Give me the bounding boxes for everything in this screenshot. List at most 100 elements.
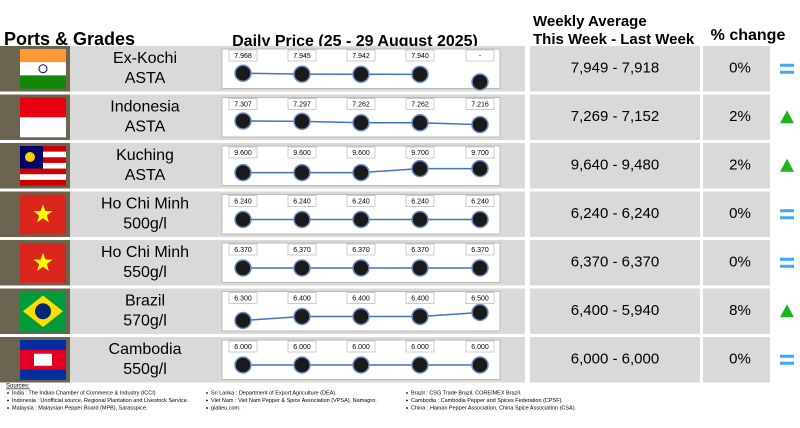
flag-stripe bbox=[20, 174, 66, 181]
trend-flat bbox=[780, 257, 794, 261]
weekly-header: Weekly Average bbox=[533, 13, 647, 30]
price-dot bbox=[234, 64, 252, 82]
price-label: 6.400 bbox=[352, 295, 370, 302]
price-label: 6.370 bbox=[411, 247, 429, 254]
weekly-average: 6,000 - 6,000 bbox=[571, 351, 659, 368]
price-dot bbox=[352, 163, 370, 182]
weekly-average: 6,370 - 6,370 bbox=[571, 254, 659, 271]
weekly-average: 7,949 - 7,918 bbox=[571, 60, 659, 77]
price-dot bbox=[352, 259, 370, 277]
price-dot bbox=[471, 73, 489, 91]
price-label-box bbox=[346, 195, 376, 207]
price-dot bbox=[234, 311, 252, 330]
price-label-box bbox=[228, 98, 258, 110]
percent-change: 2% bbox=[729, 157, 751, 174]
trend-flat bbox=[780, 70, 794, 74]
source-bullet bbox=[206, 407, 208, 409]
price-label: 6.000 bbox=[352, 344, 370, 351]
weekly-subheader: This Week - Last Week bbox=[533, 31, 695, 48]
price-label-box bbox=[465, 243, 495, 256]
price-label-box bbox=[405, 49, 435, 62]
price-label: 9.700 bbox=[471, 150, 489, 157]
weekly-average: 6,400 - 5,940 bbox=[571, 302, 659, 319]
price-dot bbox=[234, 356, 252, 374]
flag-stripe bbox=[20, 179, 66, 186]
source-bullet bbox=[206, 392, 208, 394]
price-label: 6.000 bbox=[471, 344, 489, 351]
price-dot bbox=[293, 112, 311, 131]
sources-title: Sources: bbox=[6, 384, 30, 390]
price-label: 7.216 bbox=[471, 101, 489, 108]
price-dot bbox=[471, 259, 489, 277]
price-label-box bbox=[287, 98, 317, 110]
price-dot bbox=[293, 65, 311, 83]
percent-change: 0% bbox=[729, 205, 751, 222]
price-label: 7.297 bbox=[293, 101, 311, 108]
price-label-box bbox=[465, 98, 495, 110]
price-dot bbox=[293, 210, 311, 229]
price-label-box bbox=[465, 146, 495, 159]
flag-star bbox=[33, 204, 53, 223]
price-label-box bbox=[228, 146, 258, 159]
price-label-box bbox=[346, 146, 376, 159]
price-label-box bbox=[405, 195, 435, 207]
price-dot bbox=[471, 210, 489, 229]
price-label-box bbox=[287, 49, 317, 62]
price-dot bbox=[411, 114, 429, 132]
price-label: 6.240 bbox=[352, 198, 370, 205]
price-dot bbox=[234, 163, 252, 182]
weekly-bg bbox=[530, 337, 700, 383]
port-grade: ASTA bbox=[125, 167, 166, 184]
price-label-box bbox=[287, 195, 317, 207]
price-label: 6.240 bbox=[234, 198, 252, 205]
price-dot bbox=[352, 307, 370, 326]
flag-stripe bbox=[20, 75, 66, 89]
price-label-box bbox=[228, 243, 258, 256]
percent-change: 0% bbox=[729, 351, 751, 368]
price-label-box bbox=[465, 49, 495, 62]
price-label-box bbox=[465, 292, 495, 304]
trend-flat bbox=[780, 63, 794, 67]
price-label: 6.400 bbox=[293, 295, 311, 302]
flag-emblem bbox=[25, 152, 35, 162]
flag-globe bbox=[35, 303, 51, 320]
price-label: 6.400 bbox=[411, 295, 429, 302]
price-label-box bbox=[405, 98, 435, 110]
price-label-box bbox=[287, 243, 317, 256]
price-dot bbox=[411, 307, 429, 326]
price-label-box bbox=[228, 292, 258, 304]
percent-change: 0% bbox=[729, 60, 751, 77]
price-dot bbox=[411, 65, 429, 84]
price-label: 6.240 bbox=[471, 198, 489, 205]
source-item: India : The Indian Chamber of Commerce &… bbox=[12, 390, 156, 396]
price-label: 6.370 bbox=[293, 247, 311, 254]
price-label: 7.968 bbox=[234, 53, 252, 60]
weekly-bg bbox=[530, 191, 700, 237]
price-label: 6.000 bbox=[293, 344, 311, 351]
source-item: giatieu.com. bbox=[211, 405, 241, 411]
change-header: % change bbox=[711, 27, 786, 44]
price-label: 7.307 bbox=[234, 101, 252, 108]
price-dot bbox=[411, 259, 429, 277]
price-dot bbox=[234, 210, 252, 229]
price-label-box bbox=[405, 243, 435, 256]
price-label-box bbox=[228, 49, 258, 62]
price-label: 6.300 bbox=[234, 295, 252, 302]
port-grade: ASTA bbox=[125, 119, 166, 136]
price-label-box bbox=[465, 340, 495, 353]
price-label-box bbox=[465, 195, 495, 207]
price-label: 6.370 bbox=[471, 247, 489, 254]
price-dot bbox=[471, 159, 489, 178]
price-label: 9.600 bbox=[293, 150, 311, 157]
port-name: Cambodia bbox=[109, 341, 182, 358]
change-bg bbox=[703, 191, 770, 237]
price-label: 6.000 bbox=[234, 344, 252, 351]
source-item: Cambodia : Cambodia Pepper and Spices Fe… bbox=[411, 398, 563, 404]
port-grade: 550g/l bbox=[123, 361, 167, 378]
source-bullet bbox=[7, 407, 9, 409]
port-name: Ex-Kochi bbox=[113, 50, 177, 67]
change-bg bbox=[703, 240, 770, 286]
price-label: 7.262 bbox=[352, 101, 370, 108]
price-label: 6.240 bbox=[293, 198, 311, 205]
change-bg bbox=[703, 46, 770, 92]
